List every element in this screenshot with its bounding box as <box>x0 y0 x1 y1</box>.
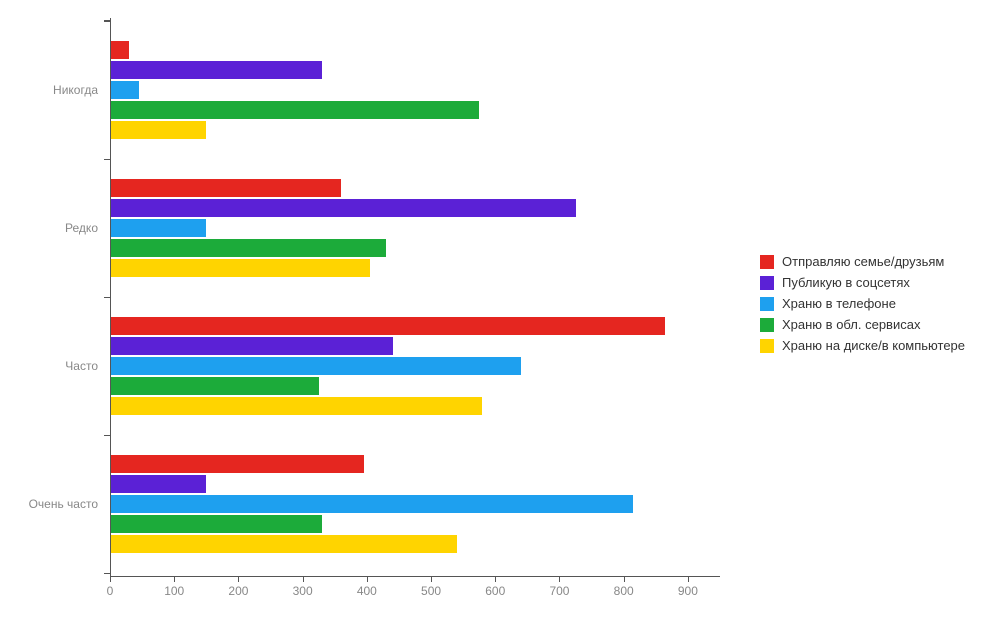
y-tick <box>104 20 110 21</box>
bar <box>110 337 393 355</box>
y-tick <box>104 435 110 436</box>
bar <box>110 317 665 335</box>
x-tick-label: 500 <box>421 584 441 598</box>
y-tick <box>104 159 110 160</box>
legend-item: Публикую в соцсетях <box>760 275 965 290</box>
bar <box>110 515 322 533</box>
legend-swatch <box>760 318 774 332</box>
legend-label: Публикую в соцсетях <box>782 275 910 290</box>
x-tick <box>624 576 625 582</box>
y-axis-line <box>110 18 111 576</box>
bar <box>110 397 482 415</box>
bar <box>110 41 129 59</box>
y-category-label: Часто <box>0 359 98 373</box>
plot-area <box>110 18 720 576</box>
legend-swatch <box>760 276 774 290</box>
bar <box>110 259 370 277</box>
x-tick <box>303 576 304 582</box>
legend-swatch <box>760 297 774 311</box>
x-axis-line <box>110 576 720 577</box>
legend: Отправляю семье/друзьям Публикую в соцсет… <box>760 254 965 359</box>
y-tick <box>104 21 110 22</box>
legend-label: Храню в телефоне <box>782 296 896 311</box>
x-tick <box>559 576 560 582</box>
bar <box>110 179 341 197</box>
x-tick-label: 800 <box>614 584 634 598</box>
x-tick <box>238 576 239 582</box>
bar <box>110 377 319 395</box>
x-tick-label: 0 <box>107 584 114 598</box>
x-tick <box>495 576 496 582</box>
x-tick-label: 100 <box>164 584 184 598</box>
legend-swatch <box>760 339 774 353</box>
bar <box>110 495 633 513</box>
bar <box>110 535 457 553</box>
x-tick-label: 400 <box>357 584 377 598</box>
bar <box>110 475 206 493</box>
y-tick <box>104 297 110 298</box>
y-category-label: Никогда <box>0 83 98 97</box>
bar <box>110 219 206 237</box>
legend-item: Отправляю семье/друзьям <box>760 254 965 269</box>
bar <box>110 121 206 139</box>
x-tick <box>688 576 689 582</box>
x-tick <box>174 576 175 582</box>
x-tick-label: 200 <box>228 584 248 598</box>
x-tick <box>367 576 368 582</box>
legend-item: Храню в обл. сервисах <box>760 317 965 332</box>
bar <box>110 61 322 79</box>
legend-swatch <box>760 255 774 269</box>
y-category-label: Редко <box>0 221 98 235</box>
bar <box>110 357 521 375</box>
chart-container: 0 100 200 300 400 500 600 700 800 900 Никогда Редк… <box>0 0 1000 630</box>
x-tick <box>431 576 432 582</box>
x-tick-label: 900 <box>678 584 698 598</box>
legend-label: Отправляю семье/друзьям <box>782 254 944 269</box>
legend-item: Храню в телефоне <box>760 296 965 311</box>
legend-item: Храню на диске/в компьютере <box>760 338 965 353</box>
legend-label: Храню в обл. сервисах <box>782 317 920 332</box>
bar <box>110 81 139 99</box>
x-tick <box>110 576 111 582</box>
bar <box>110 199 576 217</box>
y-tick <box>104 573 110 574</box>
y-category-label: Очень часто <box>0 497 98 511</box>
bar <box>110 239 386 257</box>
bar <box>110 455 364 473</box>
bar <box>110 101 479 119</box>
x-tick-label: 700 <box>549 584 569 598</box>
x-tick-label: 600 <box>485 584 505 598</box>
legend-label: Храню на диске/в компьютере <box>782 338 965 353</box>
x-tick-label: 300 <box>293 584 313 598</box>
